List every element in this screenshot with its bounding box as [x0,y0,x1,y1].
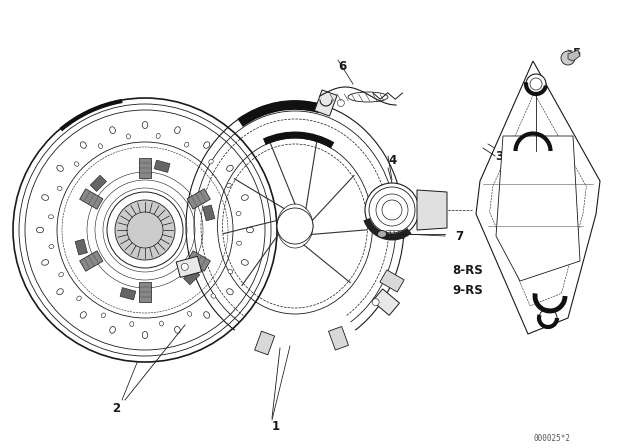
Polygon shape [139,158,151,178]
Polygon shape [417,190,447,230]
Ellipse shape [142,332,148,339]
Polygon shape [255,331,275,355]
Ellipse shape [184,142,189,147]
Circle shape [13,98,277,362]
Ellipse shape [59,272,63,277]
Ellipse shape [241,260,248,265]
Circle shape [526,74,546,94]
Circle shape [561,51,575,65]
Circle shape [277,208,313,244]
Polygon shape [568,50,580,61]
Ellipse shape [211,294,216,298]
Polygon shape [75,239,88,255]
Polygon shape [187,251,211,271]
Text: 9-RS: 9-RS [452,284,483,297]
Ellipse shape [241,195,248,200]
Polygon shape [176,256,202,277]
Polygon shape [79,251,103,271]
Ellipse shape [99,144,102,149]
Text: 1: 1 [272,419,280,432]
Ellipse shape [156,134,160,138]
Ellipse shape [142,121,148,129]
Ellipse shape [365,183,419,237]
Ellipse shape [80,312,86,318]
Polygon shape [380,270,404,292]
Ellipse shape [378,231,387,237]
Circle shape [13,98,277,362]
Ellipse shape [209,159,213,164]
Text: 7: 7 [455,229,463,242]
Ellipse shape [57,186,62,190]
Polygon shape [372,289,399,315]
Ellipse shape [49,245,54,249]
Ellipse shape [236,211,241,215]
Text: 5: 5 [572,47,580,60]
Ellipse shape [42,260,49,265]
Ellipse shape [175,327,180,333]
Ellipse shape [159,321,163,326]
Polygon shape [476,61,600,334]
Polygon shape [203,205,215,221]
Ellipse shape [204,312,210,318]
Circle shape [181,263,188,270]
Ellipse shape [237,241,241,245]
Polygon shape [187,189,211,209]
Ellipse shape [382,200,402,220]
Ellipse shape [57,165,63,171]
Text: 8-RS: 8-RS [452,263,483,276]
Ellipse shape [227,289,233,295]
Polygon shape [90,175,106,191]
Polygon shape [120,288,136,300]
Circle shape [337,99,344,107]
Ellipse shape [204,142,210,148]
Ellipse shape [77,296,81,301]
Text: 6: 6 [338,60,346,73]
Circle shape [115,200,175,260]
Ellipse shape [246,227,253,233]
Polygon shape [314,90,337,116]
Ellipse shape [74,162,79,166]
Ellipse shape [101,313,106,318]
Ellipse shape [109,127,115,134]
Circle shape [372,299,379,306]
Polygon shape [184,268,200,285]
Ellipse shape [109,327,115,333]
Ellipse shape [130,322,134,327]
Circle shape [107,192,183,268]
Ellipse shape [127,134,131,139]
Ellipse shape [36,227,44,233]
Circle shape [539,309,557,327]
Text: 000025*2: 000025*2 [534,434,570,443]
Text: 4: 4 [388,154,396,167]
Ellipse shape [42,195,49,200]
Ellipse shape [57,289,63,295]
Ellipse shape [188,311,192,316]
Text: 3: 3 [495,150,503,163]
Ellipse shape [228,270,233,274]
Polygon shape [328,327,349,350]
Ellipse shape [227,183,231,188]
Ellipse shape [80,142,86,148]
Polygon shape [79,189,103,209]
Ellipse shape [49,215,53,219]
Text: 2: 2 [112,401,120,414]
Ellipse shape [175,127,180,134]
Polygon shape [154,160,170,172]
Ellipse shape [227,165,233,171]
Polygon shape [139,282,151,302]
Polygon shape [496,136,580,281]
